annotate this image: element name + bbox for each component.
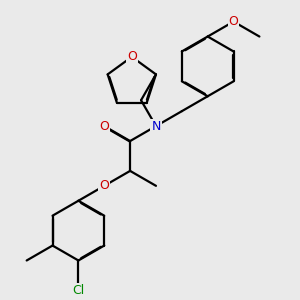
Text: O: O bbox=[229, 15, 238, 28]
Text: O: O bbox=[99, 179, 109, 192]
Text: O: O bbox=[127, 50, 137, 63]
Text: N: N bbox=[151, 120, 161, 133]
Text: O: O bbox=[99, 120, 109, 133]
Text: Cl: Cl bbox=[72, 284, 85, 297]
